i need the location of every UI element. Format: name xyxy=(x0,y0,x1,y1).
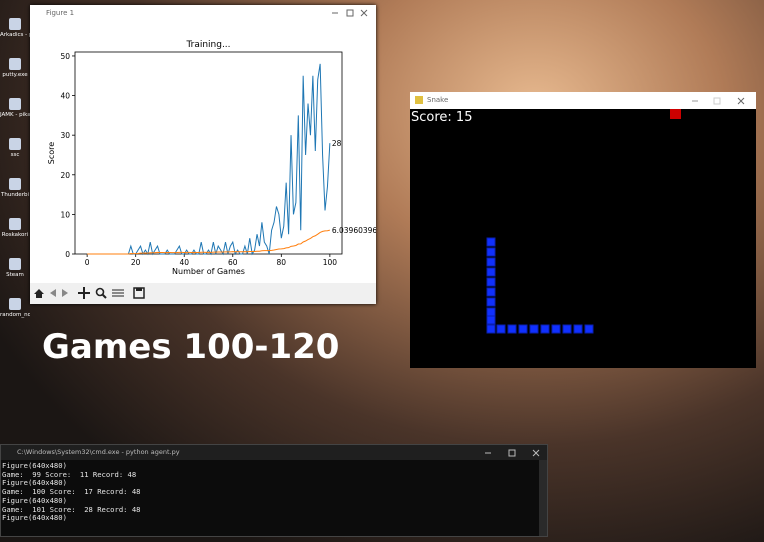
title-bar: C:\Windows\System32\cmd.exe - python age… xyxy=(1,445,547,460)
terminal-line: Figure(640x480) xyxy=(2,495,67,505)
terminal-line: Game: 99 Score: 11 Record: 48 xyxy=(2,469,137,479)
terminal-line: Figure(640x480) xyxy=(2,478,67,488)
chart-title: Training... xyxy=(185,40,230,50)
x-axis-label: Number of Games xyxy=(172,267,245,276)
terminal-line: Game: 100 Score: 17 Record: 48 xyxy=(2,487,141,497)
figure-window: Figure 1 Training... Number of Games Score… xyxy=(30,5,376,304)
y-tick-label: 10 xyxy=(60,210,70,219)
icon-image xyxy=(9,298,21,310)
terminal-line: Game: 101 Score: 28 Record: 48 xyxy=(2,504,141,514)
window-title: Figure 1 xyxy=(46,9,75,17)
window-controls[interactable] xyxy=(481,448,545,458)
food xyxy=(670,109,681,119)
desktop-icon[interactable]: random_no xyxy=(0,298,30,318)
y-tick-label: 0 xyxy=(65,250,70,259)
x-tick-label: 100 xyxy=(323,258,338,267)
x-tick-label: 80 xyxy=(277,258,287,267)
window-controls[interactable] xyxy=(690,96,750,106)
app-icon xyxy=(415,96,423,104)
title-bar: Snake xyxy=(410,92,756,109)
toolbar-icons[interactable] xyxy=(30,283,160,304)
chart: Training... Number of Games Score 0 10 20 30 40… xyxy=(47,40,376,276)
icon-image xyxy=(9,218,21,230)
y-tick-label: 20 xyxy=(60,171,70,180)
overlay-text: Games 100-120 xyxy=(42,327,340,367)
toolbar xyxy=(30,283,376,304)
desktop-icon[interactable]: ssc xyxy=(0,138,30,158)
icon-image xyxy=(9,138,21,150)
icon-label: Steam xyxy=(6,272,24,278)
desktop-icon[interactable]: Steam xyxy=(0,258,30,278)
desktop-icon[interactable]: Roskakori xyxy=(0,218,30,238)
icon-label: JAMK - pikakuvak xyxy=(0,112,30,118)
x-tick-label: 0 xyxy=(85,258,90,267)
plot-frame xyxy=(74,51,343,255)
icon-image xyxy=(9,58,21,70)
icon-label: putty.exe xyxy=(2,72,28,78)
score-text: Score: 15 xyxy=(411,110,473,125)
scrollbar[interactable] xyxy=(539,460,547,536)
y-axis-label: Score xyxy=(47,142,56,164)
line-series xyxy=(87,229,330,255)
x-tick-label: 20 xyxy=(131,258,141,267)
x-tick-label: 60 xyxy=(228,258,238,267)
window-title: Snake xyxy=(427,96,449,104)
annotation: 28 xyxy=(332,139,342,148)
desktop-icon[interactable]: Arkadics - pikakuvak xyxy=(0,18,30,38)
window-title: C:\Windows\System32\cmd.exe - python age… xyxy=(17,448,180,456)
icon-image xyxy=(9,18,21,30)
annotation: 6.039603960 xyxy=(332,226,376,235)
desktop-icon[interactable]: JAMK - pikakuvak xyxy=(0,98,30,118)
desktop-icon[interactable]: putty.exe xyxy=(0,58,30,78)
snake xyxy=(486,237,594,334)
terminal-line: Figure(640x480) xyxy=(2,461,67,470)
line-series xyxy=(87,63,331,256)
desktop-icon[interactable]: Thunderbi xyxy=(0,178,30,198)
terminal-line: Figure(640x480) xyxy=(2,513,67,523)
icon-label: ssc xyxy=(10,152,20,158)
icon-image xyxy=(9,178,21,190)
icon-label: Arkadics - pikakuvak xyxy=(0,32,30,38)
icon-label: Thunderbi xyxy=(1,192,29,198)
y-tick-label: 30 xyxy=(60,131,70,140)
icon-image xyxy=(9,98,21,110)
icon-image xyxy=(9,258,21,270)
terminal-output: Figure(640x480) Game: 99 Score: 11 Record… xyxy=(2,461,141,523)
y-tick-label: 40 xyxy=(60,92,70,101)
icon-label: Roskakori xyxy=(1,232,29,238)
x-tick-label: 40 xyxy=(179,258,189,267)
y-tick-label: 50 xyxy=(60,52,70,61)
terminal-window: C:\Windows\System32\cmd.exe - python age… xyxy=(0,444,548,537)
window-controls[interactable] xyxy=(330,8,374,18)
snake-window: Snake Score: 15 xyxy=(410,92,756,368)
icon-label: random_no xyxy=(0,312,30,318)
